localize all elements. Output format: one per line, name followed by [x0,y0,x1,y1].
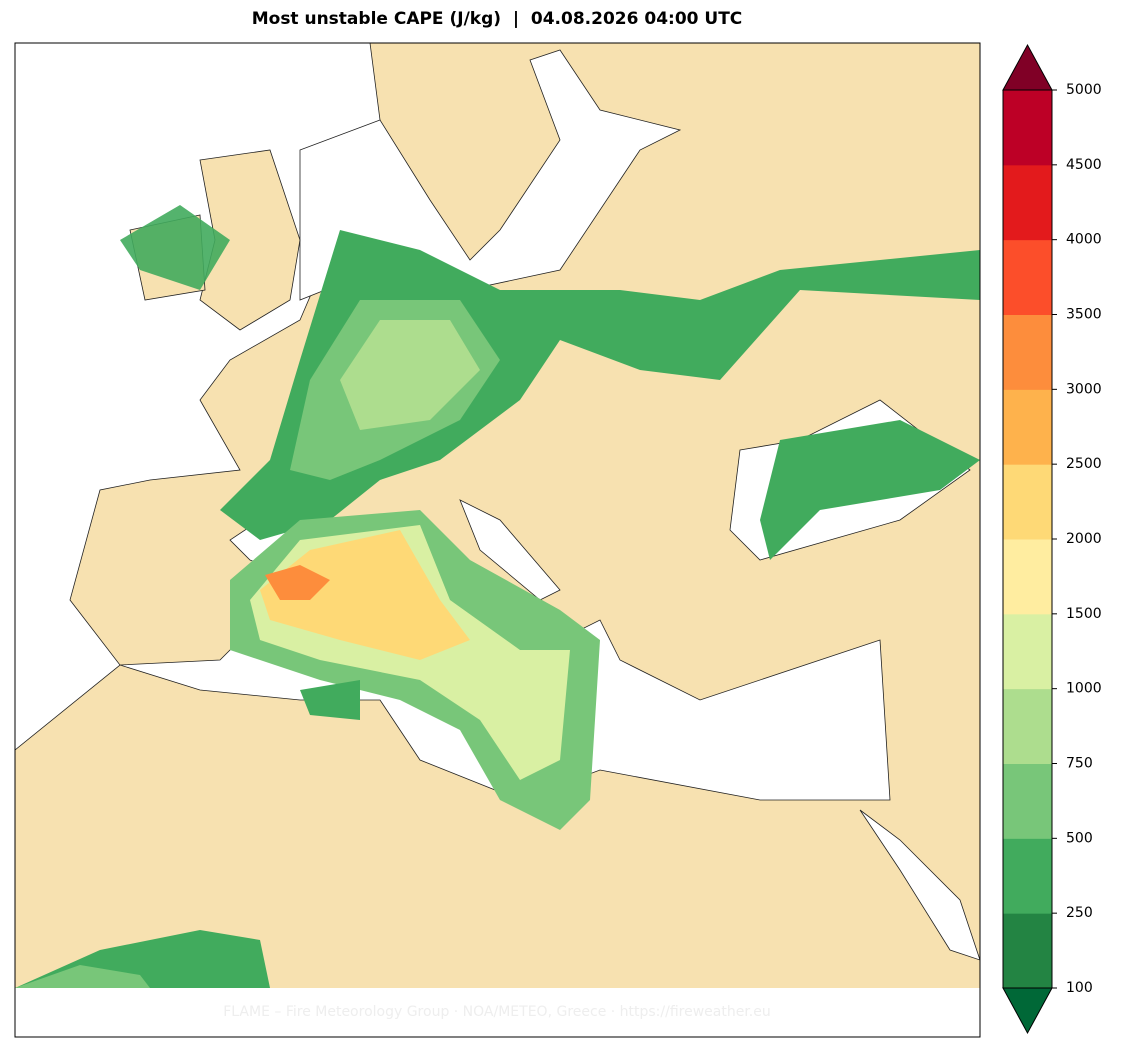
colorbar-segment [1003,913,1052,989]
colorbar-segment [1003,164,1052,241]
colorbar-tick-label: 2500 [1066,456,1102,472]
colorbar: 100 250 500 750 1000 1500 2000 2500 3000 3500 4000… [1002,43,1102,1035]
colorbar-segment [1003,613,1052,690]
colorbar-segment [1003,314,1052,390]
colorbar-under [1002,987,1053,1035]
colorbar-tick-label: 750 [1066,756,1093,772]
colorbar-over [1002,43,1053,91]
colorbar-tick-label: 250 [1066,905,1093,921]
colorbar-tick-label: 3000 [1066,381,1102,397]
colorbar-segment [1003,389,1052,465]
colorbar-segment [1003,539,1052,615]
colorbar-segment [1003,763,1052,839]
colorbar-tick-label: 100 [1066,980,1093,996]
colorbar-tick-label: 500 [1066,830,1093,846]
colorbar-segment [1003,464,1052,540]
colorbar-tick-label: 1500 [1066,606,1102,622]
colorbar-segment [1003,90,1052,166]
map-frame [14,42,981,1038]
colorbar-segment [1003,838,1052,914]
colorbar-tick-label: 4000 [1066,232,1102,248]
footer-text: FLAME – Fire Meteorology Group · NOA/MET… [223,1004,771,1020]
colorbar-segment [1003,239,1052,315]
map-title: Most unstable CAPE (J/kg) | 04.08.2026 0… [252,9,743,29]
cape-field [15,205,980,988]
colorbar-tick-label: 5000 [1066,82,1102,98]
colorbar-tick-label: 4500 [1066,157,1102,173]
colorbar-segment [1003,688,1052,764]
colorbar-tick-label: 2000 [1066,531,1102,547]
map [15,43,980,988]
colorbar-tick-label: 3500 [1066,307,1102,323]
colorbar-tick-label: 1000 [1066,681,1102,697]
